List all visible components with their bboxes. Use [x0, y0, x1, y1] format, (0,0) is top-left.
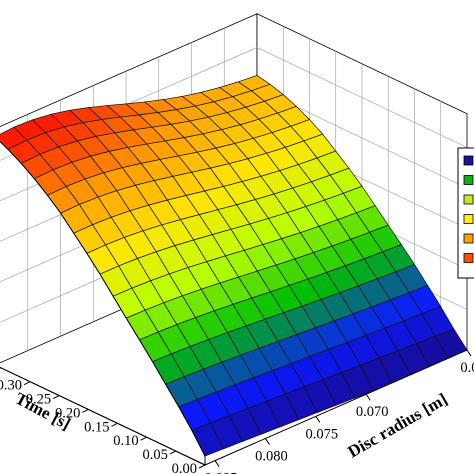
radius-tick-mark	[315, 416, 321, 423]
legend-swatch	[463, 233, 474, 244]
legend-swatch	[463, 155, 474, 166]
radius-tick-label: 0.070	[356, 404, 389, 420]
time-tick-mark	[111, 422, 118, 427]
time-tick-label: 0.15	[84, 419, 109, 435]
time-tick-mark	[140, 436, 147, 441]
time-tick-label: 0.10	[113, 433, 138, 449]
radius-tick-label: 0.06	[460, 360, 474, 376]
time-tick-label: 0.25	[26, 392, 51, 408]
radius-axis-ticks: 0.085 0.080 0.075 0.070 0.06	[205, 349, 474, 474]
time-tick-mark	[23, 381, 31, 386]
radius-axis-title: Disc radius [m]	[345, 389, 451, 461]
time-tick-mark	[82, 408, 89, 413]
legend-swatch	[463, 175, 474, 185]
radius-tick-label: 0.080	[255, 448, 288, 464]
radius-tick-mark	[365, 393, 371, 401]
radius-tick-mark	[466, 349, 472, 357]
legend-swatch	[463, 253, 474, 263]
time-tick-label: 0.20	[55, 405, 80, 421]
radius-tick-mark	[214, 460, 220, 467]
surface-mesh	[0, 75, 468, 466]
time-tick-mark	[198, 464, 206, 469]
radius-tick-label: 0.085	[205, 471, 238, 474]
time-tick-mark	[169, 450, 177, 455]
legend-swatch	[463, 214, 474, 224]
time-tick-label: 0.30	[0, 378, 22, 394]
time-axis-ticks: 0.350.300.250.200.150.100.050.00	[0, 367, 206, 474]
time-tick-label: 0.00	[172, 461, 197, 474]
time-tick-mark	[0, 367, 2, 369]
legend-swatch	[463, 194, 474, 205]
time-tick-label: 0.05	[142, 447, 167, 463]
legend	[457, 147, 474, 279]
radius-tick-mark	[265, 438, 270, 445]
time-tick-mark	[52, 395, 60, 400]
surface-front-edge	[0, 140, 206, 466]
radius-axis-line	[204, 349, 468, 466]
radius-tick-label: 0.075	[306, 426, 339, 442]
